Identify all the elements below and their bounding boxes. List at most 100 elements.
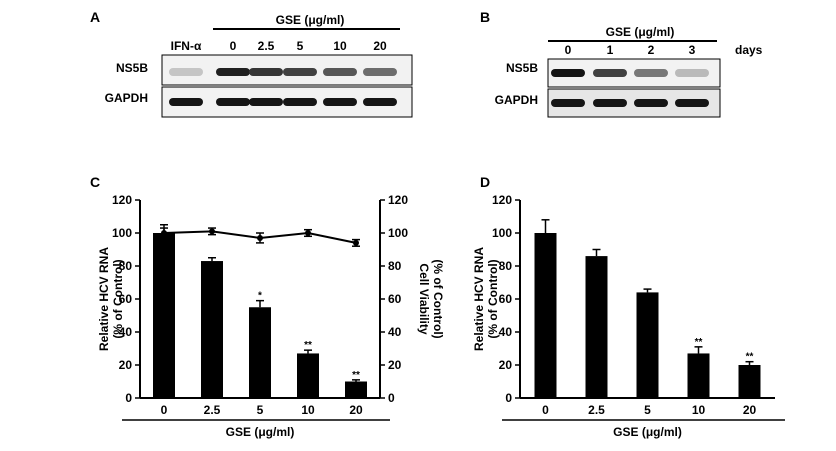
panel-d-xtick-label-3: 10 <box>692 403 706 417</box>
panel-a-band-ns5b-2 <box>249 68 283 76</box>
panel-d-ytick-label-6: 120 <box>492 193 512 207</box>
panel-d-ytick-label-2: 40 <box>499 325 513 339</box>
panel-a-lane-1: 2.5 <box>258 39 275 53</box>
panel-c-sig-4: ** <box>352 370 360 381</box>
panel-b-lane-labels: 0 1 2 3 <box>565 43 696 57</box>
panel-a-band-gapdh-3 <box>283 98 317 106</box>
panel-a-gse-header: GSE (μg/ml) <box>276 13 345 27</box>
panel-d: D 0 20 40 60 80 100 120 ** ** 0 2.5 5 10 20 GSE (μg/ml… <box>472 174 785 439</box>
panel-d-xtick-label-1: 2.5 <box>588 403 605 417</box>
panel-a-row-ns5b: NS5B <box>116 61 148 75</box>
panel-a-lane-0: 0 <box>230 39 237 53</box>
panel-d-chart: 0 20 40 60 80 100 120 ** ** 0 2.5 5 10 20 GSE (μg/ml) R… <box>472 193 785 439</box>
panel-d-sig-3: ** <box>695 337 703 348</box>
panel-d-xlabel: GSE (μg/ml) <box>613 425 682 439</box>
panel-c-xlabel: GSE (μg/ml) <box>226 425 295 439</box>
panel-b-band-gapdh-3 <box>675 99 709 107</box>
panel-b-band-gapdh-2 <box>634 99 668 107</box>
panel-b-row-gapdh: GAPDH <box>495 93 538 107</box>
panel-c-y2tick-label-3: 60 <box>388 292 402 306</box>
panel-b-letter: B <box>480 9 490 25</box>
panel-c-xtick-label-1: 2.5 <box>204 403 221 417</box>
panel-d-letter: D <box>480 174 490 190</box>
panel-b-gse-header: GSE (μg/ml) <box>606 25 675 39</box>
panel-d-ytick-label-3: 60 <box>499 292 513 306</box>
panel-a-ifn-label: IFN-α <box>171 39 202 53</box>
panel-c-ytick-label-3: 60 <box>119 292 133 306</box>
panel-d-ytick-label-4: 80 <box>499 259 513 273</box>
panel-b-lane-0: 0 <box>565 43 572 57</box>
panel-a-band-ns5b-5 <box>363 68 397 76</box>
panel-c-letter: C <box>90 174 100 190</box>
panel-c-ytick-label-6: 120 <box>112 193 132 207</box>
panel-c-bar-4 <box>345 381 367 398</box>
panel-c-ytick-label-0: 0 <box>125 391 132 405</box>
panel-a-band-ns5b-4 <box>323 68 357 76</box>
panel-c-y2tick-label-2: 40 <box>388 325 402 339</box>
panel-c-viability-point-4 <box>353 239 359 246</box>
panel-c-viability-point-1 <box>209 228 215 235</box>
panel-b-row-ns5b: NS5B <box>506 61 538 75</box>
panel-c-ytick-label-2: 40 <box>119 325 133 339</box>
panel-c-bar-1 <box>201 261 223 398</box>
panel-d-ylabel-line-0: Relative HCV RNA <box>472 247 486 351</box>
panel-b-lane-3: 3 <box>689 43 696 57</box>
panel-a: A GSE (μg/ml) IFN-α 0 2.5 5 10 20 NS5B GAPDH <box>90 9 413 118</box>
panel-c-sig-3: ** <box>304 340 312 351</box>
panel-a-band-gapdh-0 <box>169 98 203 106</box>
panel-a-band-gapdh-4 <box>323 98 357 106</box>
panel-c-ytick-label-4: 80 <box>119 259 133 273</box>
panel-b-band-ns5b-2 <box>634 69 668 77</box>
panel-c-ytick-label-5: 100 <box>112 226 132 240</box>
panel-b-band-gapdh-1 <box>593 99 627 107</box>
panel-b-bands <box>551 69 709 107</box>
panel-c-bar-3 <box>297 353 319 398</box>
panel-d-ylabel-line-1: (% of Control) <box>486 259 500 338</box>
panel-c-viability-point-3 <box>305 230 311 236</box>
panel-c-y2label-line-0: Cell Viability <box>417 263 431 334</box>
panel-d-bar-0 <box>534 233 557 398</box>
panel-a-letter: A <box>90 9 100 25</box>
panel-a-bands <box>169 68 397 106</box>
panel-d-bar-2 <box>636 292 659 398</box>
panel-c-y2tick-label-5: 100 <box>388 226 408 240</box>
panel-b-days-label: days <box>735 43 763 57</box>
panel-c-y2tick-label-1: 20 <box>388 358 402 372</box>
panel-b-lane-2: 2 <box>648 43 655 57</box>
panel-c-viability-point-2 <box>257 234 263 241</box>
panel-a-band-gapdh-1 <box>216 98 250 106</box>
panel-c-y2label-line-1: (% of Control) <box>431 259 445 338</box>
panel-a-band-gapdh-5 <box>363 98 397 106</box>
panel-d-xtick-label-2: 5 <box>644 403 651 417</box>
panel-d-xtick-label-0: 0 <box>542 403 549 417</box>
panel-c-y2tick-label-6: 120 <box>388 193 408 207</box>
panel-c-sig-2: * <box>258 291 262 302</box>
panel-b-band-gapdh-0 <box>551 99 585 107</box>
panel-a-lane-3: 10 <box>333 39 347 53</box>
panel-d-ytick-label-1: 20 <box>499 358 513 372</box>
panel-c-xtick-label-0: 0 <box>161 403 168 417</box>
panel-c-xtick-label-2: 5 <box>257 403 264 417</box>
panel-b: B GSE (μg/ml) 0 1 2 3 days NS5B GAPDH <box>480 9 763 118</box>
panel-c-y2tick-label-4: 80 <box>388 259 402 273</box>
panel-a-lane-labels: 0 2.5 5 10 20 <box>230 39 387 53</box>
panel-d-bar-4 <box>738 365 761 398</box>
panel-d-bar-1 <box>585 256 608 398</box>
panel-d-ytick-label-5: 100 <box>492 226 512 240</box>
panel-a-band-gapdh-2 <box>249 98 283 106</box>
panel-a-band-ns5b-1 <box>216 68 250 76</box>
panel-c-xtick-label-4: 20 <box>349 403 363 417</box>
panel-c-bar-0 <box>153 233 175 398</box>
panel-c-ylabel-line-1: (% of Control) <box>111 259 125 338</box>
panel-c-xtick-label-3: 10 <box>301 403 315 417</box>
panel-d-bar-3 <box>687 353 710 398</box>
panel-d-sig-4: ** <box>746 352 754 363</box>
panel-b-band-ns5b-3 <box>675 69 709 77</box>
panel-c-ytick-label-1: 20 <box>119 358 133 372</box>
panel-c-y2tick-label-0: 0 <box>388 391 395 405</box>
panel-d-xtick-label-4: 20 <box>743 403 757 417</box>
panel-c-bar-2 <box>249 307 271 398</box>
